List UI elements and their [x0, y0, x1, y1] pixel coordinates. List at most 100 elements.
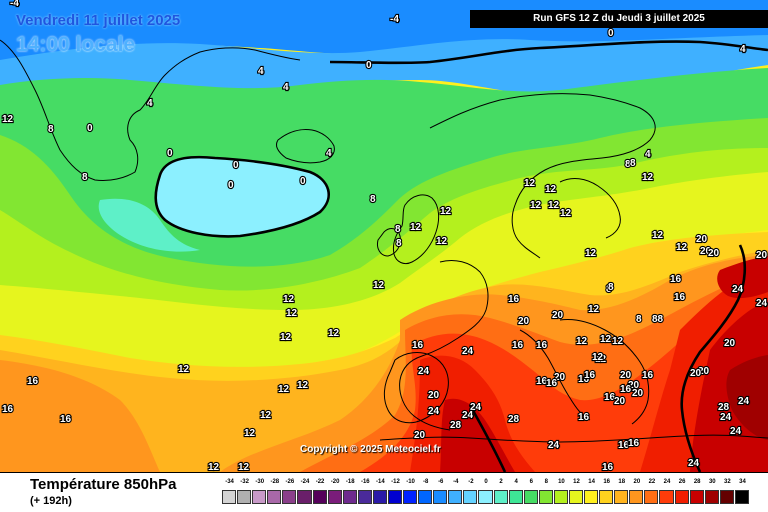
isotherm-label: 12	[2, 114, 14, 125]
forecast-time: 14:00 locale	[16, 33, 136, 56]
band-yellowgreen	[0, 148, 768, 312]
isotherm-labels: -4 -4 0 0 4 4 4 4 4 12 8 8 0 0 0 0 0 8 4…	[1, 0, 768, 472]
color-scale-swatch	[553, 490, 568, 504]
color-scale-label: -26	[285, 479, 295, 485]
color-scale-label: -10	[406, 479, 415, 485]
band-darkred	[440, 256, 768, 472]
color-scale-label: -16	[360, 479, 370, 485]
color-scale-label: -30	[255, 479, 265, 485]
isotherm-label: 4	[645, 149, 651, 160]
coastline-baltic	[559, 178, 621, 239]
isotherm-label: 16	[584, 370, 596, 381]
coastline-africa-north	[379, 434, 768, 443]
isotherm-label: 88	[652, 314, 664, 325]
color-scale-label: -14	[376, 479, 385, 485]
isotherm-label: 20	[518, 316, 530, 327]
isotherm-label: 16	[536, 376, 548, 387]
isotherm-label: 0	[228, 180, 234, 191]
isotherm-label: 12	[576, 336, 588, 347]
band-lightblue-north	[0, 35, 768, 96]
color-scale-swatch	[357, 490, 372, 504]
color-scale-label: 20	[633, 479, 641, 485]
isotherm-label: 20	[756, 250, 768, 261]
isotherm-label: 12	[410, 222, 422, 233]
isotherm-label: 8	[606, 284, 612, 295]
color-scale-swatch	[644, 490, 659, 504]
color-scale-swatch	[342, 490, 357, 504]
isotherm-label: 4	[258, 66, 264, 77]
isotherm-label: 8	[395, 224, 401, 235]
color-scale-label: -28	[270, 479, 280, 485]
color-scale-swatch	[237, 490, 252, 504]
color-scale-label: 26	[678, 479, 686, 485]
isotherm-label: 12	[652, 230, 664, 241]
color-scale-swatch	[418, 490, 433, 504]
isotherm-label: 0	[366, 60, 372, 71]
coastline-iceland	[275, 129, 335, 164]
isotherm-label: 16	[412, 340, 424, 351]
parameter-title: Température 850hPa	[30, 476, 177, 493]
color-scale-swatch	[719, 490, 734, 504]
isotherm-label: 16	[546, 378, 558, 389]
color-scale-swatch	[508, 490, 523, 504]
color-scale-swatch	[599, 490, 614, 504]
coastline-ireland	[377, 228, 401, 257]
color-scale-label: 0	[484, 479, 488, 485]
color-scale-label: 18	[618, 479, 626, 485]
isotherm-label: 16	[27, 376, 39, 387]
color-scale-swatch	[267, 490, 282, 504]
color-scale-swatch	[584, 490, 599, 504]
isotherm-label: 16	[508, 294, 520, 305]
color-scale-swatch	[493, 490, 508, 504]
isotherm-label: 12	[260, 410, 272, 421]
isotherm-label: 28	[718, 402, 730, 413]
color-scale-label: -20	[330, 479, 340, 485]
isotherm-label: 16	[618, 440, 630, 451]
band-cyan-cold-pool	[154, 155, 330, 238]
color-scale-swatch	[568, 490, 584, 504]
isotherm-label: 12	[585, 248, 597, 259]
isotherm-label: 24	[418, 366, 430, 377]
isotherm-label: 8	[630, 158, 636, 169]
color-scale-label: 32	[724, 479, 731, 485]
color-scale-swatch	[403, 490, 418, 504]
isotherm-28-south	[468, 404, 507, 472]
forecast-date: Vendredi 11 juillet 2025	[16, 12, 181, 29]
isotherm-label: 20	[620, 370, 632, 381]
isotherm-label: 20	[414, 430, 426, 441]
isotherm-label: 16	[604, 392, 616, 403]
isotherm-label: 12	[595, 354, 607, 365]
isotherm-label: 20	[690, 368, 702, 379]
isotherm-label: 20	[724, 338, 736, 349]
temperature-map: -4 -4 0 0 4 4 4 4 4 12 8 8 0 0 0 0 0 8 4…	[0, 0, 768, 472]
color-scale-swatch	[282, 490, 297, 504]
isotherm-label: 12	[328, 328, 340, 339]
isotherm-label: 20	[428, 390, 440, 401]
isotherm-label: 20	[628, 380, 640, 391]
isotherm-label: 16	[674, 292, 686, 303]
isotherm-label: 12	[373, 280, 385, 291]
isotherm-label: 20	[552, 310, 564, 321]
coastline-europe-west	[399, 259, 489, 431]
isotherm-label: 20	[708, 248, 720, 259]
color-scale-label: 28	[693, 479, 701, 485]
isotherm-label: 12	[592, 352, 604, 363]
color-scale-label: 22	[648, 479, 656, 485]
isotherm-label: 28	[450, 420, 462, 431]
isotherm-label: 12	[642, 172, 654, 183]
isotherm-28-east	[680, 244, 747, 472]
coastline-balkans	[559, 319, 650, 425]
color-scale-swatch	[312, 490, 327, 504]
isotherm-label: -4	[10, 0, 19, 9]
color-scale-label: -34	[225, 479, 234, 485]
isotherm-label: 8	[625, 159, 631, 170]
color-scale-label: -24	[300, 479, 310, 485]
color-scale-swatch	[659, 490, 674, 504]
isotherm-label: 0	[233, 160, 239, 171]
legend-panel: Température 850hPa (+ 192h) -34 -32 -30 -28…	[0, 472, 768, 512]
color-scale-swatch	[297, 490, 312, 504]
coastline-italy	[519, 329, 591, 421]
color-scale-swatch	[689, 490, 704, 504]
isotherm-label: 16	[602, 462, 614, 472]
color-scale-label: -32	[240, 479, 249, 485]
